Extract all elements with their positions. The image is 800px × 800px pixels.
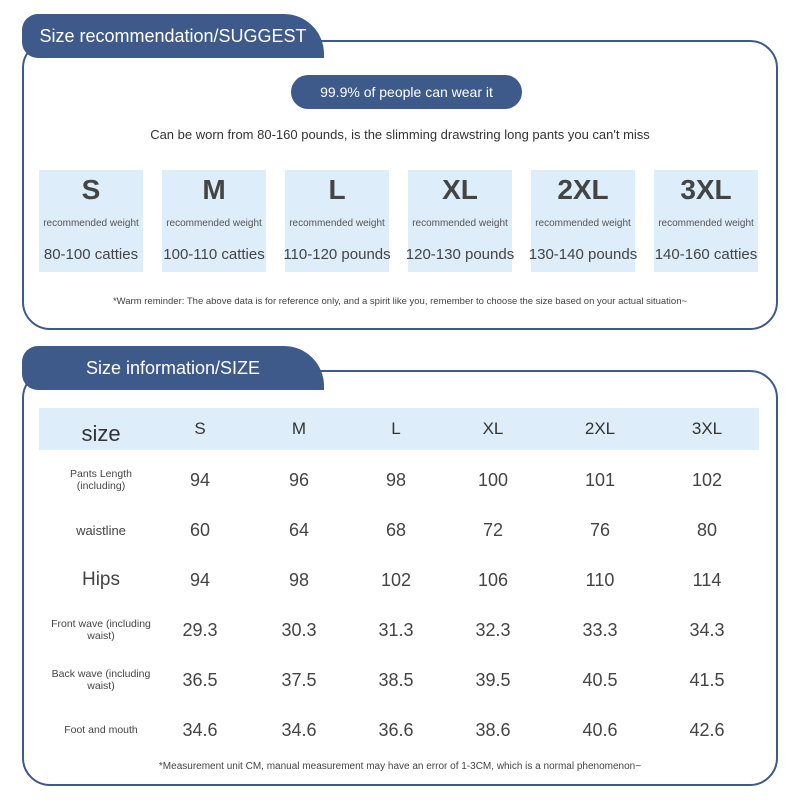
value-cell: 100 (477, 469, 509, 490)
row-label: Pants Length (including) (70, 468, 132, 492)
size-name: XL (442, 174, 478, 205)
value-cell: 34.3 (689, 619, 725, 640)
information-box (22, 370, 778, 786)
header-cell: 3XL (691, 419, 723, 438)
value-cell: 102 (691, 469, 723, 490)
value-cell: 33.3 (582, 619, 618, 640)
value-cell: 80 (696, 519, 718, 540)
value-cell: 29.3 (182, 619, 218, 640)
weight-range: 110-120 pounds (283, 246, 391, 263)
section-tab: Size information/SIZE (22, 346, 324, 390)
value-cell: 68 (385, 519, 407, 540)
weight-label: recommended weight (412, 218, 508, 229)
header-cell: S (194, 419, 206, 438)
row-label: Foot and mouth (64, 724, 138, 736)
weight-range: 80-100 catties (43, 246, 139, 263)
value-cell: 38.6 (475, 719, 511, 740)
weight-label: recommended weight (535, 218, 631, 229)
size-name: 3XL (680, 174, 732, 205)
value-cell: 106 (477, 569, 509, 590)
value-cell: 37.5 (281, 669, 317, 690)
badge: 99.9% of people can wear it (291, 75, 522, 109)
size-card (162, 170, 266, 272)
table-header-bg (39, 408, 759, 450)
value-cell: 34.6 (182, 719, 218, 740)
row-label: Back wave (including waist) (51, 668, 151, 692)
header-cell: L (391, 419, 401, 438)
weight-range: 140-160 catties (654, 246, 758, 263)
header-cell: M (291, 419, 307, 438)
size-name: M (202, 174, 226, 205)
recommendation-box (22, 40, 778, 330)
subtitle: Can be worn from 80-160 pounds, is the s… (150, 127, 650, 142)
value-cell: 40.6 (582, 719, 618, 740)
note: *Warm reminder: The above data is for re… (112, 296, 688, 307)
weight-range: 100-110 catties (163, 246, 265, 263)
value-cell: 40.5 (582, 669, 618, 690)
value-cell: 101 (584, 469, 616, 490)
value-cell: 94 (189, 569, 211, 590)
weight-range: 120-130 pounds (405, 246, 515, 263)
value-cell: 64 (288, 519, 310, 540)
weight-label: recommended weight (289, 218, 385, 229)
value-cell: 60 (189, 519, 211, 540)
value-cell: 32.3 (475, 619, 511, 640)
weight-label: recommended weight (658, 218, 754, 229)
value-cell: 76 (589, 519, 611, 540)
weight-range: 130-140 pounds (528, 246, 638, 263)
note: *Measurement unit CM, manual measurement… (158, 761, 642, 772)
value-cell: 39.5 (475, 669, 511, 690)
row-label: waistline (76, 522, 126, 538)
value-cell: 36.6 (378, 719, 414, 740)
header-cell: XL (482, 419, 504, 438)
size-card (39, 170, 143, 272)
size-card (531, 170, 635, 272)
size-name: 2XL (557, 174, 609, 205)
section-tab: Size recommendation/SUGGEST (22, 14, 324, 58)
row-label: Hips (81, 569, 120, 590)
size-name: L (328, 174, 346, 205)
weight-label: recommended weight (43, 218, 139, 229)
value-cell: 110 (585, 569, 615, 590)
value-cell: 98 (385, 469, 407, 490)
size-card (285, 170, 389, 272)
value-cell: 36.5 (182, 669, 218, 690)
weight-label: recommended weight (166, 218, 262, 229)
value-cell: 114 (692, 569, 722, 590)
header-cell: 2XL (584, 419, 616, 438)
value-cell: 30.3 (281, 619, 317, 640)
value-cell: 98 (288, 569, 310, 590)
header-cell: size (81, 421, 121, 446)
size-card (654, 170, 758, 272)
value-cell: 72 (482, 519, 504, 540)
value-cell: 96 (288, 469, 310, 490)
value-cell: 38.5 (378, 669, 414, 690)
value-cell: 41.5 (689, 669, 725, 690)
value-cell: 34.6 (281, 719, 317, 740)
value-cell: 94 (189, 469, 211, 490)
value-cell: 42.6 (689, 719, 725, 740)
value-cell: 31.3 (378, 619, 414, 640)
value-cell: 102 (380, 569, 412, 590)
size-card (408, 170, 512, 272)
row-label: Front wave (including waist) (51, 618, 151, 642)
size-name: S (81, 174, 101, 205)
